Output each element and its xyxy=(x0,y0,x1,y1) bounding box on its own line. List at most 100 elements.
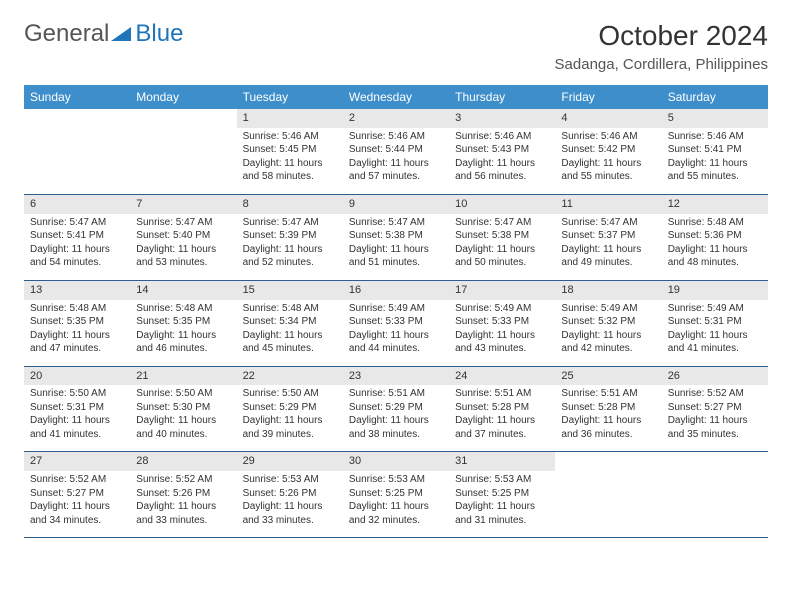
day-info-line: Daylight: 11 hours and 55 minutes. xyxy=(561,157,655,184)
day-body: Sunrise: 5:49 AMSunset: 5:33 PMDaylight:… xyxy=(449,300,555,366)
day-number: 21 xyxy=(130,367,236,386)
day-info-line: Sunset: 5:41 PM xyxy=(30,229,124,243)
day-info-line: Sunrise: 5:49 AM xyxy=(349,302,443,316)
day-info-line: Sunset: 5:43 PM xyxy=(455,143,549,157)
day-body: Sunrise: 5:47 AMSunset: 5:40 PMDaylight:… xyxy=(130,214,236,280)
calendar-day-cell: 21Sunrise: 5:50 AMSunset: 5:30 PMDayligh… xyxy=(130,366,236,452)
calendar-week-row: 1Sunrise: 5:46 AMSunset: 5:45 PMDaylight… xyxy=(24,109,768,194)
day-info-line: Daylight: 11 hours and 39 minutes. xyxy=(243,414,337,441)
day-body xyxy=(555,456,661,514)
day-info-line: Sunrise: 5:47 AM xyxy=(349,216,443,230)
day-body: Sunrise: 5:52 AMSunset: 5:26 PMDaylight:… xyxy=(130,471,236,537)
day-body: Sunrise: 5:47 AMSunset: 5:39 PMDaylight:… xyxy=(237,214,343,280)
day-info-line: Sunrise: 5:46 AM xyxy=(243,130,337,144)
day-body: Sunrise: 5:48 AMSunset: 5:36 PMDaylight:… xyxy=(662,214,768,280)
calendar-day-cell: 22Sunrise: 5:50 AMSunset: 5:29 PMDayligh… xyxy=(237,366,343,452)
day-number: 5 xyxy=(662,109,768,128)
day-number: 6 xyxy=(24,195,130,214)
logo-mark-icon xyxy=(111,25,133,43)
day-info-line: Daylight: 11 hours and 38 minutes. xyxy=(349,414,443,441)
day-body: Sunrise: 5:49 AMSunset: 5:32 PMDaylight:… xyxy=(555,300,661,366)
calendar-day-cell: 25Sunrise: 5:51 AMSunset: 5:28 PMDayligh… xyxy=(555,366,661,452)
day-info-line: Sunrise: 5:46 AM xyxy=(349,130,443,144)
day-body: Sunrise: 5:46 AMSunset: 5:45 PMDaylight:… xyxy=(237,128,343,194)
day-number: 16 xyxy=(343,281,449,300)
day-info-line: Sunset: 5:32 PM xyxy=(561,315,655,329)
day-info-line: Sunrise: 5:49 AM xyxy=(455,302,549,316)
day-number: 14 xyxy=(130,281,236,300)
day-info-line: Sunset: 5:39 PM xyxy=(243,229,337,243)
day-info-line: Sunset: 5:33 PM xyxy=(349,315,443,329)
day-info-line: Sunrise: 5:51 AM xyxy=(561,387,655,401)
day-info-line: Daylight: 11 hours and 46 minutes. xyxy=(136,329,230,356)
calendar-week-row: 13Sunrise: 5:48 AMSunset: 5:35 PMDayligh… xyxy=(24,280,768,366)
day-info-line: Daylight: 11 hours and 48 minutes. xyxy=(668,243,762,270)
day-body: Sunrise: 5:47 AMSunset: 5:41 PMDaylight:… xyxy=(24,214,130,280)
day-info-line: Sunset: 5:41 PM xyxy=(668,143,762,157)
day-info-line: Sunset: 5:25 PM xyxy=(349,487,443,501)
day-info-line: Sunset: 5:36 PM xyxy=(668,229,762,243)
day-info-line: Daylight: 11 hours and 43 minutes. xyxy=(455,329,549,356)
day-number: 3 xyxy=(449,109,555,128)
day-info-line: Daylight: 11 hours and 50 minutes. xyxy=(455,243,549,270)
day-body: Sunrise: 5:52 AMSunset: 5:27 PMDaylight:… xyxy=(24,471,130,537)
calendar-week-row: 20Sunrise: 5:50 AMSunset: 5:31 PMDayligh… xyxy=(24,366,768,452)
day-info-line: Sunset: 5:27 PM xyxy=(30,487,124,501)
day-info-line: Sunset: 5:29 PM xyxy=(349,401,443,415)
day-body: Sunrise: 5:50 AMSunset: 5:30 PMDaylight:… xyxy=(130,385,236,451)
day-info-line: Sunrise: 5:50 AM xyxy=(30,387,124,401)
calendar-day-cell xyxy=(662,452,768,538)
day-info-line: Daylight: 11 hours and 54 minutes. xyxy=(30,243,124,270)
day-info-line: Sunset: 5:29 PM xyxy=(243,401,337,415)
day-number: 19 xyxy=(662,281,768,300)
day-info-line: Daylight: 11 hours and 40 minutes. xyxy=(136,414,230,441)
calendar-day-cell: 1Sunrise: 5:46 AMSunset: 5:45 PMDaylight… xyxy=(237,109,343,194)
day-info-line: Sunset: 5:34 PM xyxy=(243,315,337,329)
day-info-line: Daylight: 11 hours and 53 minutes. xyxy=(136,243,230,270)
calendar-day-cell: 6Sunrise: 5:47 AMSunset: 5:41 PMDaylight… xyxy=(24,194,130,280)
day-info-line: Sunset: 5:35 PM xyxy=(30,315,124,329)
calendar-day-cell: 5Sunrise: 5:46 AMSunset: 5:41 PMDaylight… xyxy=(662,109,768,194)
day-body: Sunrise: 5:49 AMSunset: 5:33 PMDaylight:… xyxy=(343,300,449,366)
day-info-line: Daylight: 11 hours and 36 minutes. xyxy=(561,414,655,441)
day-info-line: Sunset: 5:26 PM xyxy=(243,487,337,501)
day-info-line: Sunrise: 5:52 AM xyxy=(668,387,762,401)
calendar-day-cell: 4Sunrise: 5:46 AMSunset: 5:42 PMDaylight… xyxy=(555,109,661,194)
calendar-week-row: 27Sunrise: 5:52 AMSunset: 5:27 PMDayligh… xyxy=(24,452,768,538)
day-info-line: Sunrise: 5:53 AM xyxy=(455,473,549,487)
day-body: Sunrise: 5:46 AMSunset: 5:41 PMDaylight:… xyxy=(662,128,768,194)
day-info-line: Sunset: 5:28 PM xyxy=(455,401,549,415)
day-info-line: Sunset: 5:37 PM xyxy=(561,229,655,243)
calendar-day-cell: 3Sunrise: 5:46 AMSunset: 5:43 PMDaylight… xyxy=(449,109,555,194)
day-header: Wednesday xyxy=(343,85,449,109)
day-info-line: Daylight: 11 hours and 45 minutes. xyxy=(243,329,337,356)
calendar-day-cell: 18Sunrise: 5:49 AMSunset: 5:32 PMDayligh… xyxy=(555,280,661,366)
day-header-row: Sunday Monday Tuesday Wednesday Thursday… xyxy=(24,85,768,109)
day-info-line: Sunrise: 5:46 AM xyxy=(455,130,549,144)
day-number: 29 xyxy=(237,452,343,471)
day-body: Sunrise: 5:48 AMSunset: 5:35 PMDaylight:… xyxy=(24,300,130,366)
day-info-line: Daylight: 11 hours and 51 minutes. xyxy=(349,243,443,270)
day-body: Sunrise: 5:46 AMSunset: 5:44 PMDaylight:… xyxy=(343,128,449,194)
day-header: Monday xyxy=(130,85,236,109)
day-body: Sunrise: 5:47 AMSunset: 5:38 PMDaylight:… xyxy=(449,214,555,280)
day-info-line: Sunset: 5:44 PM xyxy=(349,143,443,157)
day-info-line: Sunset: 5:45 PM xyxy=(243,143,337,157)
day-body: Sunrise: 5:49 AMSunset: 5:31 PMDaylight:… xyxy=(662,300,768,366)
day-number: 12 xyxy=(662,195,768,214)
day-info-line: Sunrise: 5:52 AM xyxy=(136,473,230,487)
day-info-line: Sunset: 5:31 PM xyxy=(30,401,124,415)
day-number: 10 xyxy=(449,195,555,214)
day-header: Thursday xyxy=(449,85,555,109)
day-info-line: Sunrise: 5:48 AM xyxy=(30,302,124,316)
header: General Blue October 2024 Sadanga, Cordi… xyxy=(24,20,768,73)
day-header: Friday xyxy=(555,85,661,109)
calendar-day-cell: 24Sunrise: 5:51 AMSunset: 5:28 PMDayligh… xyxy=(449,366,555,452)
day-body: Sunrise: 5:46 AMSunset: 5:43 PMDaylight:… xyxy=(449,128,555,194)
day-info-line: Daylight: 11 hours and 41 minutes. xyxy=(668,329,762,356)
day-info-line: Sunrise: 5:47 AM xyxy=(30,216,124,230)
day-info-line: Sunrise: 5:47 AM xyxy=(455,216,549,230)
day-number: 11 xyxy=(555,195,661,214)
calendar-day-cell: 26Sunrise: 5:52 AMSunset: 5:27 PMDayligh… xyxy=(662,366,768,452)
calendar-day-cell: 20Sunrise: 5:50 AMSunset: 5:31 PMDayligh… xyxy=(24,366,130,452)
